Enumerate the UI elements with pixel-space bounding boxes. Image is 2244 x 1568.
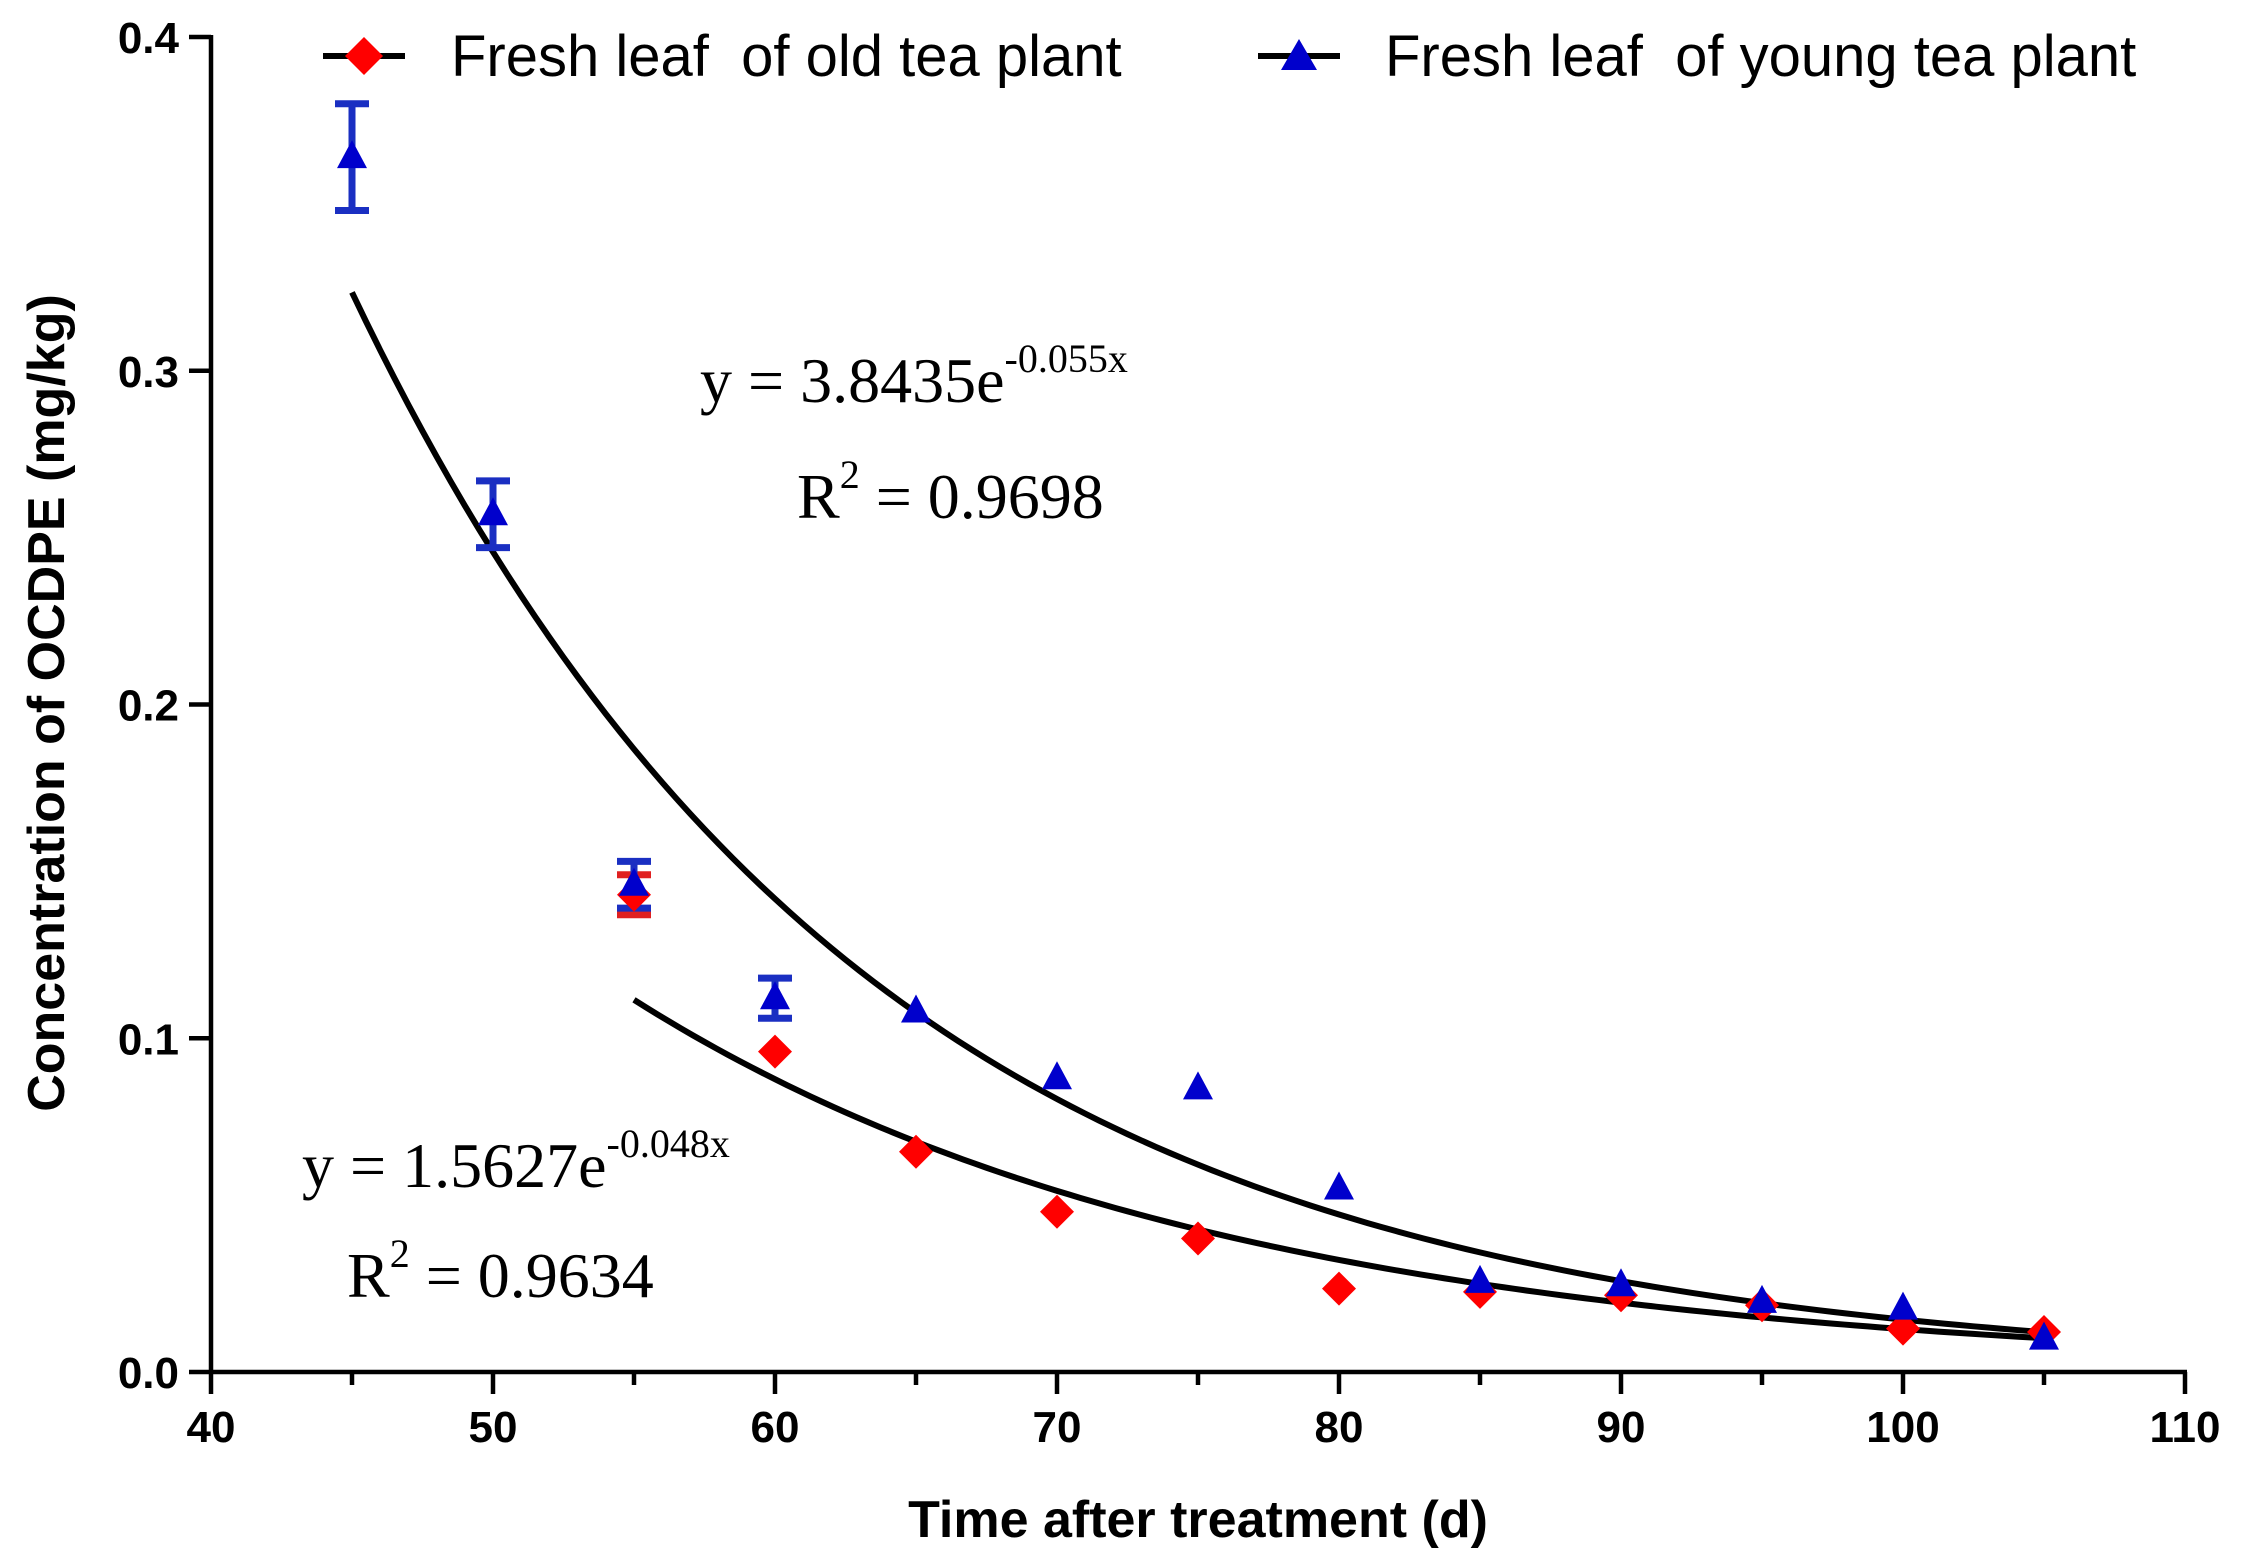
data-point-old	[1040, 1194, 1074, 1229]
data-point-young	[760, 981, 790, 1010]
data-points	[337, 140, 2061, 1350]
y-axis-ticks: 0.0 0.1 0.2 0.3 0.4	[118, 14, 211, 1398]
data-point-old	[1322, 1271, 1356, 1306]
x-tick-label: 110	[2150, 1403, 2221, 1452]
x-tick-label: 90	[1597, 1403, 1646, 1452]
equation-young-main: y = 3.8435e	[700, 345, 1005, 416]
plot-area	[335, 100, 2061, 1350]
r2-old-sup: 2	[390, 1231, 410, 1276]
equation-old-exponent: -0.048x	[607, 1121, 730, 1166]
r2-young-rest: = 0.9698	[860, 461, 1104, 532]
data-point-young	[1042, 1061, 1072, 1090]
r2-young-prefix: R	[797, 461, 840, 532]
data-point-young	[478, 497, 508, 526]
equation-old-text: y = 1.5627e-0.048x	[302, 1121, 730, 1201]
x-tick-label: 40	[187, 1403, 236, 1452]
x-axis-title: Time after treatment (d)	[908, 1491, 1488, 1549]
x-axis-ticks: 40 50 60 70 80 90 100 110	[187, 1372, 2221, 1452]
data-point-old	[1886, 1311, 1920, 1346]
fit-curve-old	[632, 997, 2045, 1342]
r2-old-rest: = 0.9634	[410, 1240, 654, 1311]
data-point-young	[1324, 1171, 1354, 1200]
x-tick-label: 100	[1866, 1403, 1939, 1452]
data-point-young	[1183, 1071, 1213, 1100]
r2-old-prefix: R	[347, 1240, 390, 1311]
y-axis-title: Concentration of OCDPE (mg/kg)	[18, 294, 76, 1112]
legend-item-young: Fresh leaf of young tea plant	[1258, 24, 2136, 89]
legend-marker-old	[345, 37, 383, 75]
legend-item-old: Fresh leaf of old tea plant	[323, 24, 1122, 89]
equation-old: y = 1.5627e-0.048x R2 = 0.9634	[302, 1121, 730, 1311]
legend-marker-young	[1281, 39, 1317, 70]
y-tick-label: 0.0	[118, 1349, 179, 1398]
equation-young: y = 3.8435e-0.055x R2 = 0.9698	[700, 336, 1128, 532]
y-tick-label: 0.3	[118, 348, 179, 397]
data-point-young	[1747, 1284, 1777, 1313]
legend-label-young: Fresh leaf of young tea plant	[1385, 24, 2136, 89]
data-point-young	[1606, 1268, 1636, 1297]
y-tick-label: 0.2	[118, 682, 179, 731]
x-tick-label: 80	[1315, 1403, 1364, 1452]
data-point-old	[758, 1034, 792, 1069]
x-tick-label: 50	[469, 1403, 518, 1452]
data-point-young	[901, 994, 931, 1023]
data-point-young	[337, 140, 367, 169]
y-tick-label: 0.4	[118, 14, 180, 63]
data-point-old	[899, 1134, 933, 1169]
data-point-young	[2029, 1321, 2059, 1350]
equation-young-exponent: -0.055x	[1005, 336, 1128, 381]
y-tick-label: 0.1	[118, 1015, 179, 1064]
data-point-young	[619, 867, 649, 896]
data-point-young	[1465, 1264, 1495, 1293]
axes: 40 50 60 70 80 90 100 110 0.0 0.1 0.2 0.3 0.4	[118, 14, 2221, 1452]
r2-young-sup: 2	[840, 452, 860, 497]
equation-young-text: y = 3.8435e-0.055x	[700, 336, 1128, 416]
x-tick-label: 70	[1033, 1403, 1082, 1452]
legend: Fresh leaf of old tea plant Fresh leaf o…	[323, 24, 2136, 89]
legend-label-old: Fresh leaf of old tea plant	[451, 24, 1122, 89]
data-point-young	[1888, 1291, 1918, 1320]
error-bars	[335, 100, 792, 1022]
r2-young-text: R2 = 0.9698	[797, 452, 1104, 532]
data-point-old	[1181, 1221, 1215, 1256]
equation-old-main: y = 1.5627e	[302, 1130, 607, 1201]
r2-old-text: R2 = 0.9634	[347, 1231, 654, 1311]
x-tick-label: 60	[751, 1403, 800, 1452]
